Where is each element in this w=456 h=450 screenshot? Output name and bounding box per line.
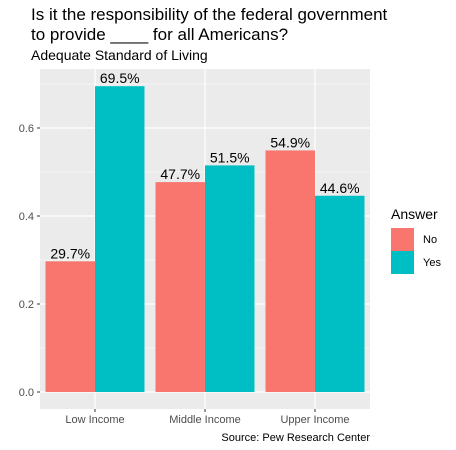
bar-yes-middle-income <box>205 165 255 392</box>
legend: Answer No Yes <box>391 206 441 274</box>
value-label: 54.9% <box>270 134 310 150</box>
legend-swatch-no <box>391 228 414 251</box>
chart-title-line-1: Is it the responsibility of the federal … <box>31 5 388 24</box>
y-tick-label: 0.4 <box>19 211 34 223</box>
bar-yes-low-income <box>95 86 145 392</box>
y-tick-label: 0.6 <box>19 123 34 135</box>
x-tick-label: Upper Income <box>280 414 349 426</box>
value-label: 29.7% <box>50 245 90 261</box>
y-axis: 0.0 0.2 0.4 0.6 <box>19 123 40 399</box>
legend-swatch-yes <box>391 251 414 274</box>
bar-yes-upper-income <box>315 195 365 392</box>
bar-no-low-income <box>45 261 95 392</box>
y-tick-label: 0.0 <box>19 387 34 399</box>
chart-title-line-2: to provide ____ for all Americans? <box>31 25 288 44</box>
x-axis: Low Income Middle Income Upper Income <box>65 409 350 426</box>
x-tick-label: Low Income <box>65 414 124 426</box>
bar-no-upper-income <box>265 150 315 392</box>
value-label: 51.5% <box>210 149 250 165</box>
chart-subtitle: Adequate Standard of Living <box>31 47 208 63</box>
legend-label-no: No <box>423 234 437 246</box>
value-label: 44.6% <box>320 180 360 196</box>
x-tick-label: Middle Income <box>169 414 241 426</box>
y-tick-label: 0.2 <box>19 299 34 311</box>
legend-label-yes: Yes <box>423 257 441 269</box>
value-label: 69.5% <box>100 70 140 86</box>
value-label: 47.7% <box>160 166 200 182</box>
chart-caption: Source: Pew Research Center <box>221 432 370 444</box>
bar-no-middle-income <box>155 182 205 392</box>
value-labels: 29.7% 69.5% 47.7% 51.5% 54.9% 44.6% <box>50 70 359 261</box>
bars <box>45 86 365 392</box>
legend-title: Answer <box>391 206 438 222</box>
